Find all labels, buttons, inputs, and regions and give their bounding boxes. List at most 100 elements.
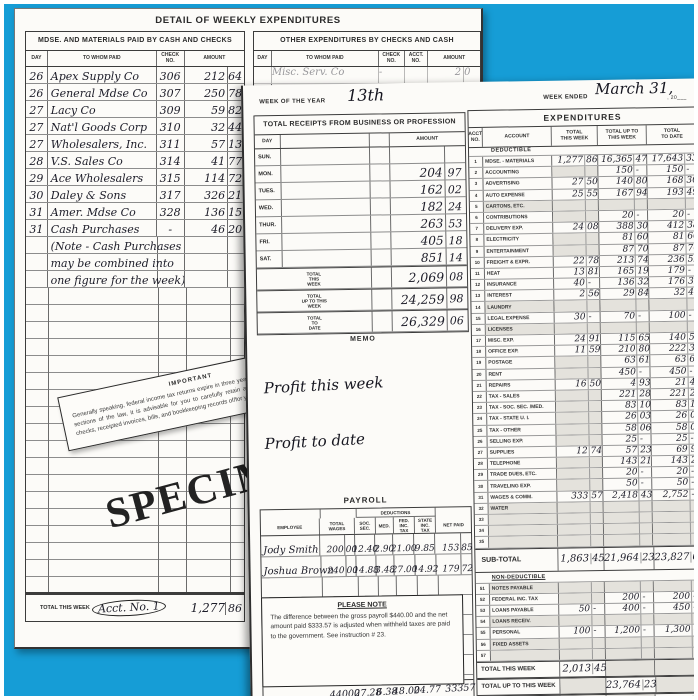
acct-no-cell: 20 [472,369,487,380]
acct-no-cell: 57 [476,650,491,661]
up-to-week-amount: 20- [598,210,649,222]
check-no-cell: 328 [157,203,185,219]
sub-total-row: SUB-TOTAL 1,863 45 21,964 23 23,827 68 [475,544,694,573]
up-to-week-amount: 388 30 [599,221,649,233]
up-to-week-amount: 58 06 [602,422,652,434]
account-cell: TAX - OTHER [487,424,557,436]
acct-no-cell: 21 [472,380,487,391]
day-cell: 27 [26,101,48,117]
to-date-amount: 168 30 [647,176,694,187]
col-amount: AMOUNT [203,54,226,61]
amount-dollars-cell: 326 [185,186,229,202]
col-day: DAY [26,51,48,66]
up-to-week-amount: 165 19 [599,266,650,278]
acct-no-cell: 23 [472,402,488,414]
account-cell: REPAIRS [486,379,557,391]
account-cell: RENT [486,368,556,380]
account-cell: POSTAGE [486,357,556,369]
up-to-week-amount [605,660,656,676]
amount-dollars-cell: 250 [185,84,229,100]
this-week-amount [556,423,603,435]
this-week-amount [558,535,605,547]
payee-cell: Amer. Mdse Co [48,203,157,219]
acct-no-cell: 13 [471,291,486,302]
front-page-weekly-record: WEEK OF THE YEAR 13th WEEK ENDED March 3… [240,78,694,696]
col-state-inc-tax: STATE INC. TAX [414,516,437,533]
sub-total-label: SUB-TOTAL [475,548,559,572]
grand-total-label: TOTAL TO DATE [477,695,562,696]
payee-cell: Ace Wholesalers [48,169,157,185]
this-week-amount [552,166,599,178]
total-label: TOTAL THIS WEEK [256,267,373,290]
acct-no-cell: 16 [471,324,486,336]
to-date-amount [652,500,694,512]
acct-no-cell: 28 [473,458,488,470]
this-week-amount: 22 78 [553,255,600,267]
payee-cell: Lacy Co [48,101,157,117]
to-date-amount: 450- [650,366,694,377]
amount-cents-cell [445,146,465,162]
day-cell [26,237,48,253]
acct-no-cell: 5 [469,201,484,212]
this-week-amount: 12 74 [556,445,603,457]
up-to-week-amount: 210 80 [600,344,651,356]
payee-cell: Cash Purchases [48,220,157,236]
table-row: 26 Apex Supply Co 306 212 64 [26,67,244,84]
up-to-week-amount: 167 94 [598,187,649,199]
this-week-amount [553,244,600,256]
up-to-week-amount [606,694,657,696]
account-cell: ACCOUNTING [483,166,553,179]
up-to-week-amount: 115 65 [600,333,651,345]
this-week-amount [557,468,604,480]
account-cell: FIXED ASSETS [490,638,561,650]
up-to-week-amount: 29 84 [600,288,650,300]
amount-dollars-cell [185,237,229,253]
up-to-week-amount [598,199,649,210]
up-to-week-amount: 16,365 47 [597,154,648,166]
account-cell: MDSE. - MATERIALS [483,155,553,168]
col-check-no: CHECK NO. [379,51,405,66]
to-date-amount: 17,643 33 [647,153,694,165]
this-week-amount [558,512,604,524]
to-date-amount [653,511,694,523]
acct-no-cell: 54 [476,616,491,628]
to-date-amount: 21 43 [651,377,694,389]
day-cell: 28 [26,152,48,168]
up-to-week-amount [603,501,654,512]
total-receipts-table: TOTAL RECEIPTS FROM BUSINESS OR PROFESSI… [253,112,469,336]
this-week-amount [557,457,603,468]
acct-no-cell: 56 [476,639,491,650]
account-cell [488,513,559,525]
account-cell: WATER [488,502,559,514]
this-week-amount: 40- [554,278,601,289]
payee-cell: one figure for the week) [48,271,185,287]
to-date-amount: 200- [654,591,694,603]
please-note-title: PLEASE NOTE [337,601,387,610]
day-cell: SUN. [254,149,281,166]
sub-total-up-to-week: 21,964 23 [603,546,655,570]
total-label: TOTAL UP TO THIS WEEK [257,289,373,312]
net-paid-dollars: 179 [436,554,462,575]
to-date-amount: 450- [654,602,694,614]
acct-no-cell: 33 [474,514,489,526]
account-cell: FEDERAL INC. TAX [489,593,560,605]
check-no-cell [158,254,186,270]
acct-no-cell: 10 [470,257,485,268]
up-to-week-amount: 200- [604,591,655,603]
net-paid-dollars: 153 [435,533,462,554]
amount-cents-cell: 97 [447,166,462,180]
account-cell: TELEPHONE [487,457,558,470]
total-dollars: 1,277 [190,601,225,615]
check-no-cell: - [379,67,405,83]
expenditures-totals: TOTAL THIS WEEK 2,013 45 TOTAL UP TO THIS… [477,658,694,696]
account-cell: LOANS PAYABLE [490,604,560,616]
other-header-row: DAY TO WHOM PAID CHECK NO. ACCT. NO. AMO… [254,51,480,67]
acct-no-cell: 55 [476,628,491,639]
to-date-amount: 143 21 [652,455,694,467]
up-to-week-amount [600,322,651,334]
page-title: DETAIL OF WEEKLY EXPENDITURES [155,15,341,26]
amount-dollars-cell [185,254,229,270]
col-to-whom-paid: TO WHOM PAID [48,51,157,66]
to-date-amount [654,613,694,625]
amount-cents-cell: 24 [447,200,463,214]
